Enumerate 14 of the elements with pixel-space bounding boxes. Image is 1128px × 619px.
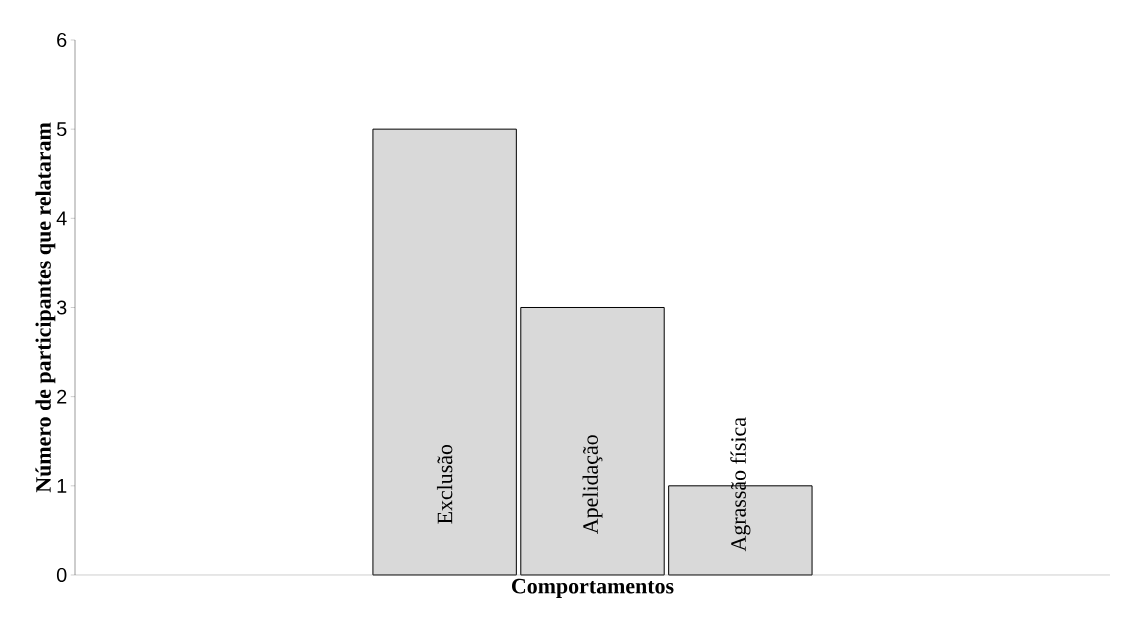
y-axis-title: Número de participantes que relataram <box>35 122 56 493</box>
y-tick-label: 4 <box>56 211 67 226</box>
y-tick-label: 1 <box>57 478 67 493</box>
y-tick-label: 6 <box>57 32 67 48</box>
bar <box>520 306 665 576</box>
y-tick-label: 0 <box>56 567 67 583</box>
bar <box>372 128 517 576</box>
x-tick-label: Agrassão física <box>730 417 751 552</box>
x-tick-label: Apelidação <box>582 435 603 534</box>
y-tick-label: 3 <box>56 300 67 315</box>
y-tick-label: 2 <box>57 389 67 404</box>
y-tick-label: 5 <box>56 122 67 137</box>
x-tick-label: Exclusão <box>436 444 453 524</box>
x-axis-title: Comportamentos <box>512 578 674 598</box>
